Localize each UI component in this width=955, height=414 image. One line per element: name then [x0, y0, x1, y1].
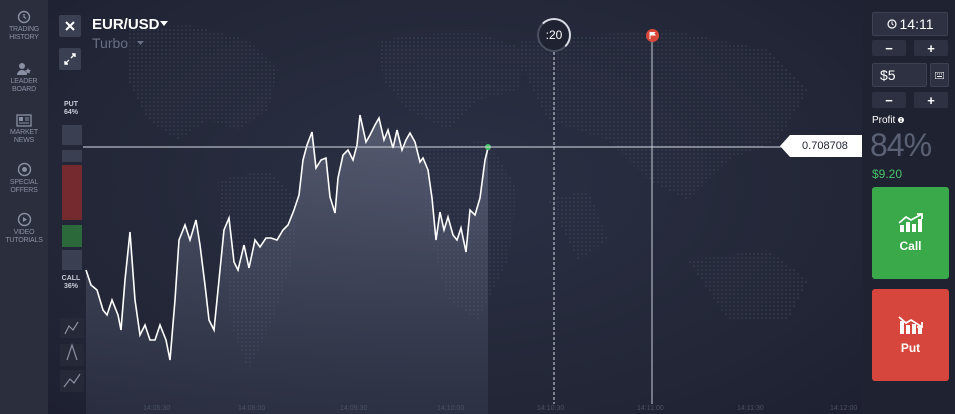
investment-amount-input[interactable]: $5 — [872, 63, 927, 87]
x-axis-tick: 14:08:00 — [238, 405, 266, 412]
info-icon[interactable] — [898, 117, 905, 123]
expiry-time: 14:11 — [899, 16, 934, 32]
x-axis-tick: 14:12:00 — [830, 405, 858, 412]
sidebar-item-label: SPECIAL OFFERS — [9, 179, 39, 194]
sidebar-item-label: VIDEO TUTORIALS — [5, 229, 43, 244]
trend-up-icon — [897, 213, 923, 232]
play-icon — [17, 212, 31, 227]
chart-tools[interactable] — [60, 318, 84, 392]
close-chart-button[interactable] — [59, 15, 81, 37]
x-axis-tick: 14:10:30 — [537, 405, 565, 412]
trend-down-icon — [897, 316, 923, 334]
asset-name[interactable]: EUR/USD — [92, 16, 160, 33]
x-axis-tick: 14:11:00 — [637, 405, 664, 412]
call-button[interactable]: Call — [872, 187, 949, 279]
x-axis-tick: 14:11:30 — [737, 405, 764, 412]
asset-type[interactable]: Turbo — [92, 35, 129, 51]
sidebar-item-leader-board[interactable]: LEADER BOARD — [0, 62, 48, 94]
left-sidebar: TRADING HISTORY LEADER BOARD MARKET NEWS… — [0, 0, 48, 414]
news-icon — [16, 114, 32, 127]
expiry-time-selector[interactable]: 14:11 — [872, 12, 948, 36]
leaderboard-icon — [17, 63, 31, 75]
sidebar-item-label: TRADING HISTORY — [8, 26, 40, 41]
put-button[interactable]: Put — [872, 289, 949, 381]
amount-increase-button[interactable]: + — [914, 92, 948, 108]
price-line — [85, 114, 489, 361]
sidebar-item-label: LEADER BOARD — [10, 78, 38, 93]
indicator-icon — [64, 321, 79, 335]
chart-type-icon — [63, 373, 81, 388]
expand-chart-button[interactable] — [59, 48, 81, 70]
chart-area[interactable] — [48, 0, 862, 414]
call-indicator-label: CALL 36% — [61, 275, 81, 290]
current-price-tag: 0.708708 — [780, 135, 862, 157]
expand-icon — [64, 53, 76, 65]
amount-keypad-button[interactable] — [930, 63, 949, 87]
chevron-down-icon[interactable] — [137, 41, 144, 45]
put-indicator-label: PUT 64% — [63, 101, 78, 116]
sidebar-item-trading-history[interactable]: TRADING HISTORY — [0, 10, 48, 42]
close-icon — [65, 21, 75, 31]
deadline-flag — [646, 29, 659, 42]
keypad-icon — [935, 71, 944, 79]
price-chart — [60, 25, 808, 414]
put-button-label: Put — [900, 341, 921, 355]
price-area — [86, 115, 488, 414]
world-map — [128, 25, 808, 370]
sidebar-item-market-news[interactable]: MARKET NEWS — [0, 114, 48, 145]
profit-label: Profit — [872, 115, 905, 126]
flag-icon — [649, 32, 656, 39]
clock-icon — [886, 19, 897, 29]
profit-percentage: 84% — [870, 127, 932, 163]
time-decrease-button[interactable]: − — [872, 40, 906, 56]
chevron-down-icon[interactable] — [160, 21, 168, 26]
sentiment-bar — [62, 125, 82, 270]
x-axis-tick: 14:05:30 — [143, 405, 171, 412]
expiry-timer: :20 — [537, 18, 571, 52]
offers-icon — [17, 162, 31, 177]
amount-decrease-button[interactable]: − — [872, 92, 906, 108]
time-increase-button[interactable]: + — [914, 40, 948, 56]
sidebar-item-special-offers[interactable]: SPECIAL OFFERS — [0, 162, 48, 195]
x-axis-tick: 14:10:00 — [437, 405, 465, 412]
sidebar-item-label: MARKET NEWS — [10, 129, 38, 144]
x-axis-tick: 14:09:30 — [340, 405, 368, 412]
profit-amount: $9.20 — [872, 167, 903, 181]
history-icon — [17, 10, 31, 24]
sidebar-item-video-tutorials[interactable]: VIDEO TUTORIALS — [0, 212, 48, 245]
call-button-label: Call — [899, 239, 922, 253]
drawing-icon — [66, 343, 78, 361]
